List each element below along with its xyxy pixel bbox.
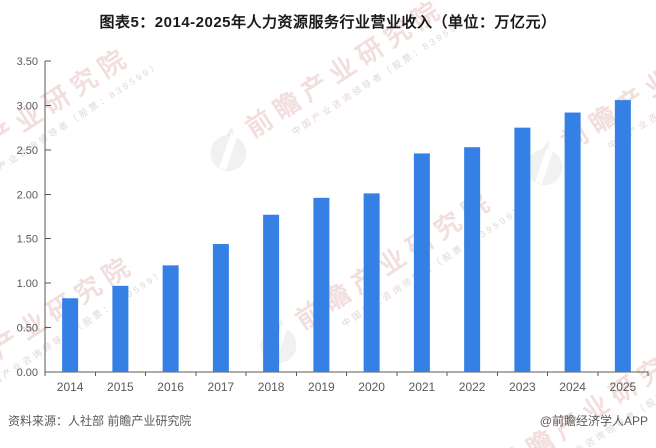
x-tick-label: 2014 [57, 380, 84, 394]
x-tick-label: 2017 [208, 380, 235, 394]
x-tick-label: 2015 [107, 380, 134, 394]
y-tick-label: 3.00 [17, 100, 38, 112]
y-tick-label: 0.50 [17, 323, 38, 335]
x-tick-label: 2023 [509, 380, 536, 394]
bar-2022 [464, 147, 481, 372]
y-tick-label: 1.00 [17, 278, 38, 290]
credit-note: @前瞻经济学人APP [539, 414, 648, 428]
x-tick-label: 2016 [157, 380, 184, 394]
x-tick-label: 2021 [409, 380, 436, 394]
bar-2015 [112, 285, 129, 372]
bar-2023 [514, 127, 531, 373]
bar-2019 [313, 197, 330, 372]
bar-2016 [162, 265, 179, 372]
bar-2014 [62, 298, 79, 372]
bar-2018 [263, 214, 280, 372]
axis-lines [44, 61, 648, 373]
y-tick-label: 3.50 [17, 56, 38, 68]
y-tick-label: 2.50 [17, 145, 38, 157]
x-tick-label: 2018 [258, 380, 285, 394]
y-tick-label: 1.50 [17, 234, 38, 246]
x-tick-label: 2022 [459, 380, 486, 394]
bar-2017 [212, 244, 229, 372]
x-tick-label: 2025 [610, 380, 637, 394]
bar-2025 [614, 100, 631, 373]
bar-2021 [413, 153, 430, 372]
chart-title: 图表5：2014-2025年人力资源服务行业营业收入（单位：万亿元） [99, 14, 557, 31]
footer: 资料来源：人社部 前瞻产业研究院 @前瞻经济学人APP [8, 412, 648, 429]
x-tick-label: 2024 [559, 380, 586, 394]
bar-2024 [564, 112, 581, 372]
x-tick-label: 2020 [358, 380, 385, 394]
y-tick-label: 0.00 [17, 367, 38, 379]
source-note: 资料来源：人社部 前瞻产业研究院 [8, 414, 192, 428]
x-tick-label: 2019 [308, 380, 335, 394]
bar-2020 [363, 193, 380, 372]
y-tick-label: 2.00 [17, 189, 38, 201]
